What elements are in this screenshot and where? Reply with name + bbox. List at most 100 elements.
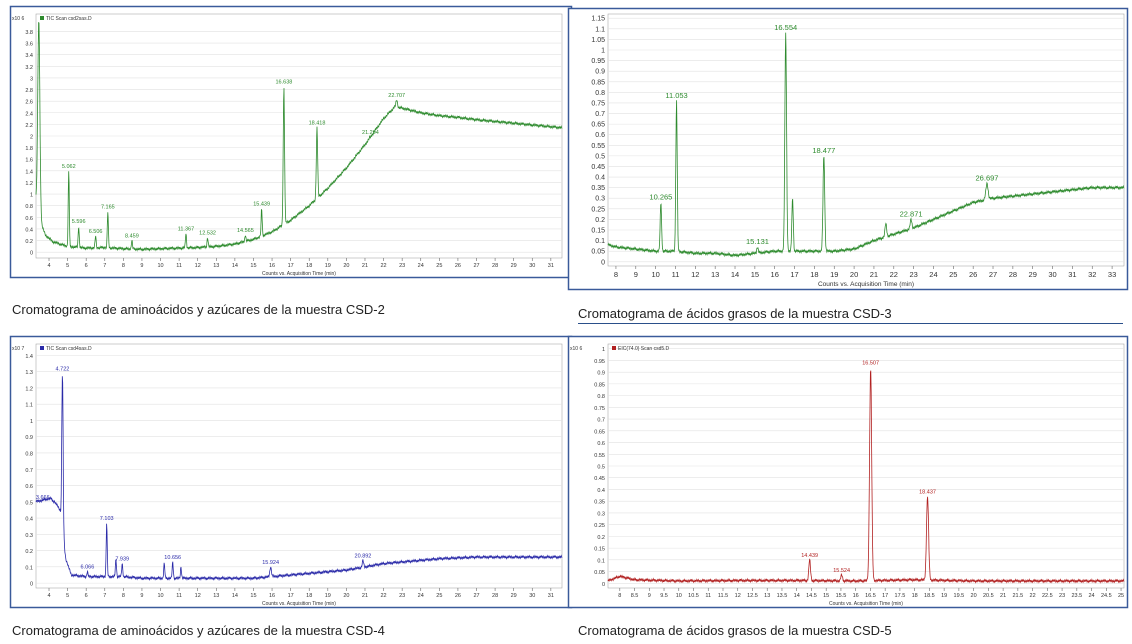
series-line xyxy=(35,22,563,252)
y-tick-label: 0 xyxy=(602,582,605,588)
y-tick-label: 0.6 xyxy=(25,216,33,222)
peak-label: 15.524 xyxy=(833,568,850,574)
x-tick-label: 7 xyxy=(103,263,106,269)
x-tick-label: 22 xyxy=(381,593,387,599)
x-tick-label: 22 xyxy=(1030,593,1036,599)
x-tick-label: 19.5 xyxy=(954,593,965,599)
y-tick-label: 0.6 xyxy=(595,132,605,139)
x-tick-label: 24 xyxy=(418,263,424,269)
peak-label: 16.554 xyxy=(774,23,797,32)
y-tick-label: 0.8 xyxy=(595,90,605,97)
x-tick-label: 30 xyxy=(529,263,535,269)
x-tick-label: 9 xyxy=(140,263,143,269)
y-scale-label: x10 7 xyxy=(12,346,24,352)
x-tick-label: 15 xyxy=(250,593,256,599)
y-tick-label: 2.8 xyxy=(25,88,33,94)
y-tick-label: 0.45 xyxy=(594,476,605,482)
x-tick-label: 18 xyxy=(912,593,918,599)
y-tick-label: 0.8 xyxy=(25,204,33,210)
y-tick-label: 0.2 xyxy=(597,535,605,541)
peak-label: 6.506 xyxy=(89,229,103,235)
y-tick-label: 0.35 xyxy=(594,500,605,506)
y-tick-label: 1 xyxy=(602,347,605,353)
x-tick-label: 17 xyxy=(882,593,888,599)
x-tick-label: 14.5 xyxy=(806,593,817,599)
x-tick-label: 13 xyxy=(764,593,770,599)
peak-label: 18.477 xyxy=(812,146,835,155)
y-tick-label: 1 xyxy=(30,193,33,199)
x-tick-label: 17 xyxy=(288,593,294,599)
x-tick-label: 17.5 xyxy=(895,593,906,599)
x-tick-label: 12 xyxy=(195,593,201,599)
x-tick-label: 6 xyxy=(85,263,88,269)
x-tick-label: 20 xyxy=(850,270,858,279)
x-tick-label: 10 xyxy=(651,270,659,279)
peak-label: 11.053 xyxy=(665,91,687,100)
x-tick-label: 12 xyxy=(195,263,201,269)
peak-label: 7.103 xyxy=(100,516,114,522)
x-tick-label: 21 xyxy=(870,270,878,279)
x-tick-label: 12 xyxy=(691,270,699,279)
x-tick-label: 22.5 xyxy=(1042,593,1053,599)
y-tick-label: 0.3 xyxy=(597,511,605,517)
x-tick-label: 24.5 xyxy=(1101,593,1112,599)
y-tick-label: 2.4 xyxy=(25,111,33,117)
x-tick-label: 21 xyxy=(362,593,368,599)
y-tick-label: 0.35 xyxy=(591,185,605,192)
y-tick-label: 0.8 xyxy=(25,451,33,457)
plot-area xyxy=(607,13,1125,267)
x-tick-label: 30 xyxy=(529,593,535,599)
y-tick-label: 0.7 xyxy=(25,468,33,474)
peak-label: 16.638 xyxy=(275,80,292,86)
y-tick-label: 0.25 xyxy=(594,523,605,529)
y-tick-label: 0.2 xyxy=(25,239,33,245)
series-line xyxy=(35,376,563,582)
x-tick-label: 21.5 xyxy=(1012,593,1023,599)
chart-title: TIC Scan csd2sas.D xyxy=(46,16,92,22)
x-tick-label: 18 xyxy=(306,593,312,599)
legend-swatch xyxy=(40,346,44,350)
y-tick-label: 0.75 xyxy=(591,100,605,107)
y-tick-label: 0.25 xyxy=(591,206,605,213)
y-tick-label: 0.85 xyxy=(594,382,605,388)
chart-csd5: 0 0.05 0.1 0.15 0.2 0.25 0.3 0.35 0.4 0.45 0.5 0.55… xyxy=(567,335,1129,609)
peak-label: 26.697 xyxy=(976,173,999,182)
series-line xyxy=(607,370,1125,584)
y-tick-label: 0.1 xyxy=(25,565,33,571)
y-tick-label: 1.1 xyxy=(595,26,605,33)
y-tick-label: 0.9 xyxy=(595,69,605,76)
x-tick-label: 25 xyxy=(436,593,442,599)
peak-label: 10.656 xyxy=(164,555,181,561)
y-scale-label: x10 6 xyxy=(12,16,24,22)
y-tick-label: 1.1 xyxy=(25,403,33,409)
y-tick-label: 0.85 xyxy=(591,79,605,86)
peak-label: 6.066 xyxy=(81,565,95,571)
x-tick-label: 19 xyxy=(325,263,331,269)
y-tick-label: 1 xyxy=(601,48,605,55)
x-tick-label: 22 xyxy=(381,263,387,269)
y-tick-label: 1 xyxy=(30,419,33,425)
y-tick-label: 3.6 xyxy=(25,42,33,48)
peak-label: 12.532 xyxy=(199,231,216,237)
y-tick-label: 0 xyxy=(30,582,33,588)
x-tick-label: 28 xyxy=(492,263,498,269)
y-tick-label: 3.8 xyxy=(25,30,33,36)
x-tick-label: 21 xyxy=(362,263,368,269)
x-tick-label: 23 xyxy=(399,263,405,269)
x-tick-label: 28 xyxy=(492,593,498,599)
x-tick-label: 25 xyxy=(436,263,442,269)
x-tick-label: 23.5 xyxy=(1071,593,1082,599)
caption-csd5: Cromatograma de ácidos grasos de la mues… xyxy=(578,623,892,638)
peak-label: 22.871 xyxy=(900,209,923,218)
y-tick-label: 0.95 xyxy=(591,58,605,65)
x-tick-label: 11 xyxy=(672,270,680,279)
y-tick-label: 0.9 xyxy=(25,435,33,441)
x-tick-label: 24 xyxy=(929,270,937,279)
x-tick-label: 17 xyxy=(790,270,798,279)
x-tick-label: 24 xyxy=(418,593,424,599)
x-tick-label: 11 xyxy=(176,593,182,599)
y-tick-label: 0.6 xyxy=(597,441,605,447)
x-tick-label: 20 xyxy=(971,593,977,599)
chart-title: TIC Scan csd4sas.D xyxy=(46,346,92,352)
y-tick-label: 0.05 xyxy=(591,249,605,256)
